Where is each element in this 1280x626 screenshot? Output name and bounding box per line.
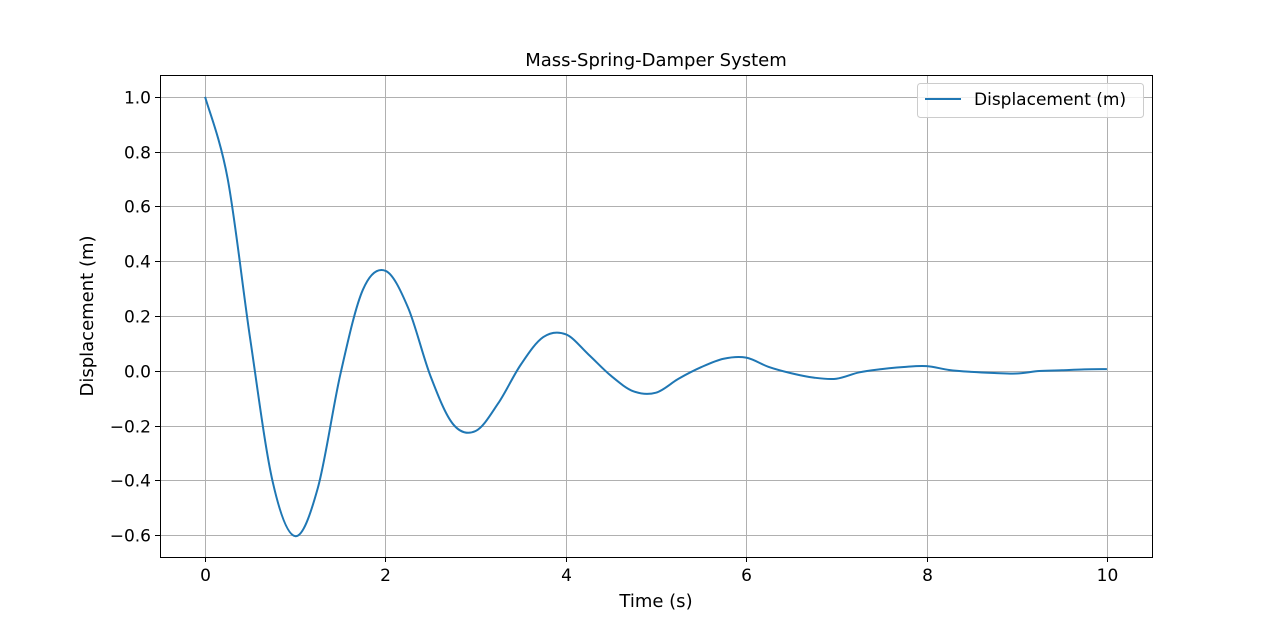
x-tick-label: 8 — [922, 566, 933, 586]
data-point — [249, 338, 251, 340]
x-tick-label: 2 — [380, 566, 391, 586]
data-point — [903, 366, 905, 368]
data-point — [294, 535, 296, 537]
data-point — [880, 368, 882, 370]
data-point — [1016, 373, 1018, 375]
y-axis-label: Displacement (m) — [77, 235, 98, 396]
x-tick-label: 6 — [741, 566, 752, 586]
chart-title: Mass-Spring-Damper System — [525, 50, 787, 71]
data-point — [475, 430, 477, 432]
data-point — [1106, 368, 1108, 370]
data-point — [858, 371, 860, 373]
data-point — [678, 378, 680, 380]
legend-box — [917, 83, 1144, 118]
data-point — [610, 375, 612, 377]
data-point — [204, 96, 206, 98]
grid — [160, 75, 1152, 557]
data-point — [384, 270, 386, 272]
legend: Displacement (m) — [917, 83, 1144, 118]
y-tick-label: −0.6 — [110, 527, 151, 547]
data-point — [430, 375, 432, 377]
data-point — [948, 369, 950, 371]
y-tick-label: 0.6 — [124, 198, 151, 218]
ticks: 0 2 4 6 8 10 −0.6 −0.4 −0.2 0.0 0.2 0.4 0.6 0.8 1.0 — [110, 89, 1119, 587]
plot-frame — [160, 75, 1153, 558]
data-point — [835, 378, 837, 380]
x-tick-label: 4 — [561, 566, 572, 586]
legend-label: Displacement (m) — [974, 90, 1126, 110]
data-point — [723, 358, 725, 360]
data-point — [745, 357, 747, 359]
data-point — [632, 390, 634, 392]
data-point — [565, 333, 567, 335]
x-axis-label: Time (s) — [618, 591, 692, 612]
data-point — [1038, 370, 1040, 372]
data-point — [926, 365, 928, 367]
y-tick-label: 0.2 — [124, 308, 151, 328]
y-tick-label: 0.8 — [124, 144, 151, 164]
y-tick-label: 0.4 — [124, 253, 151, 273]
series-line-displacement — [204, 96, 1107, 538]
data-point — [407, 307, 409, 309]
y-tick-label: 1.0 — [124, 89, 151, 109]
data-point — [452, 423, 454, 425]
data-point — [790, 372, 792, 374]
data-point — [768, 366, 770, 368]
y-tick-label: −0.2 — [110, 418, 151, 438]
data-point — [1061, 369, 1063, 371]
data-point — [700, 366, 702, 368]
data-point — [520, 364, 522, 366]
data-point — [587, 353, 589, 355]
data-point — [339, 373, 341, 375]
series-layer — [204, 96, 1108, 538]
data-point — [971, 371, 973, 373]
data-point — [317, 487, 319, 489]
data-point — [497, 402, 499, 404]
data-point — [993, 372, 995, 374]
data-point — [542, 336, 544, 338]
x-tick-label: 0 — [200, 566, 211, 586]
data-point — [362, 289, 364, 291]
y-tick-label: −0.4 — [110, 472, 151, 492]
y-tick-label: 0.0 — [124, 363, 151, 383]
data-point — [227, 178, 229, 180]
x-tick-label: 10 — [1097, 566, 1119, 586]
data-point — [272, 481, 274, 483]
data-point — [813, 377, 815, 379]
data-point — [655, 392, 657, 394]
data-point — [1083, 368, 1085, 370]
